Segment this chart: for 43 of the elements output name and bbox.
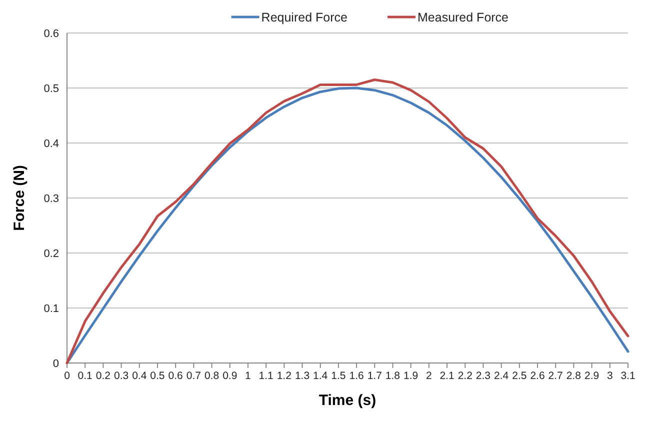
x-tick-label: 0.6	[168, 370, 184, 382]
x-tick-label: 2.6	[530, 370, 545, 382]
x-tick-label: 1.9	[404, 370, 418, 382]
x-tick-label: 2.8	[566, 370, 582, 382]
y-tick-label: 0.6	[44, 28, 59, 40]
x-tick-label: 2	[426, 370, 432, 382]
x-tick-label: 1	[245, 370, 252, 382]
y-tick-label: 0	[52, 358, 59, 370]
x-tick-label: 0.9	[222, 370, 238, 382]
x-tick-label: 0.7	[186, 370, 202, 382]
x-tick-label: 3	[606, 370, 613, 382]
x-tick-label: 1.2	[276, 370, 292, 382]
x-tick-label: 1.5	[331, 370, 346, 382]
y-tick-label: 0.3	[44, 192, 59, 205]
x-tick-label: 2.4	[494, 370, 509, 382]
x-tick-label: 1.1	[258, 370, 274, 382]
x-tick-label: 2.1	[440, 370, 454, 382]
legend-label: Measured Force	[418, 10, 509, 24]
x-tick-label: 1.3	[294, 370, 310, 382]
x-tick-label: 0.2	[96, 370, 111, 382]
x-tick-label: 3.1	[620, 370, 636, 382]
x-tick-label: 2.2	[458, 370, 473, 382]
x-tick-label: 0.5	[150, 370, 165, 382]
x-tick-label: 1.8	[385, 370, 400, 382]
x-tick-label: 2.7	[548, 370, 564, 382]
y-tick-label: 0.5	[44, 82, 59, 95]
x-tick-label: 2.9	[584, 370, 600, 382]
y-tick-label: 0.4	[44, 138, 59, 150]
x-tick-label: 0.4	[132, 370, 147, 382]
x-tick-label: 1.7	[367, 370, 382, 382]
legend-label: Required Force	[261, 10, 348, 24]
x-tick-label: 1.6	[349, 370, 364, 382]
y-tick-label: 0.2	[44, 248, 59, 260]
y-axis-title: Force (N)	[11, 165, 28, 231]
x-tick-label: 0	[64, 370, 70, 382]
y-tick-label: 0.1	[44, 302, 59, 315]
x-tick-label: 2.3	[476, 370, 491, 382]
x-tick-label: 1.4	[313, 370, 328, 382]
x-tick-label: 2.5	[512, 370, 527, 382]
x-tick-label: 0.3	[114, 370, 129, 382]
x-tick-label: 0.8	[204, 370, 220, 382]
x-axis-title: Time (s)	[318, 392, 376, 409]
x-tick-label: 0.1	[78, 370, 93, 382]
